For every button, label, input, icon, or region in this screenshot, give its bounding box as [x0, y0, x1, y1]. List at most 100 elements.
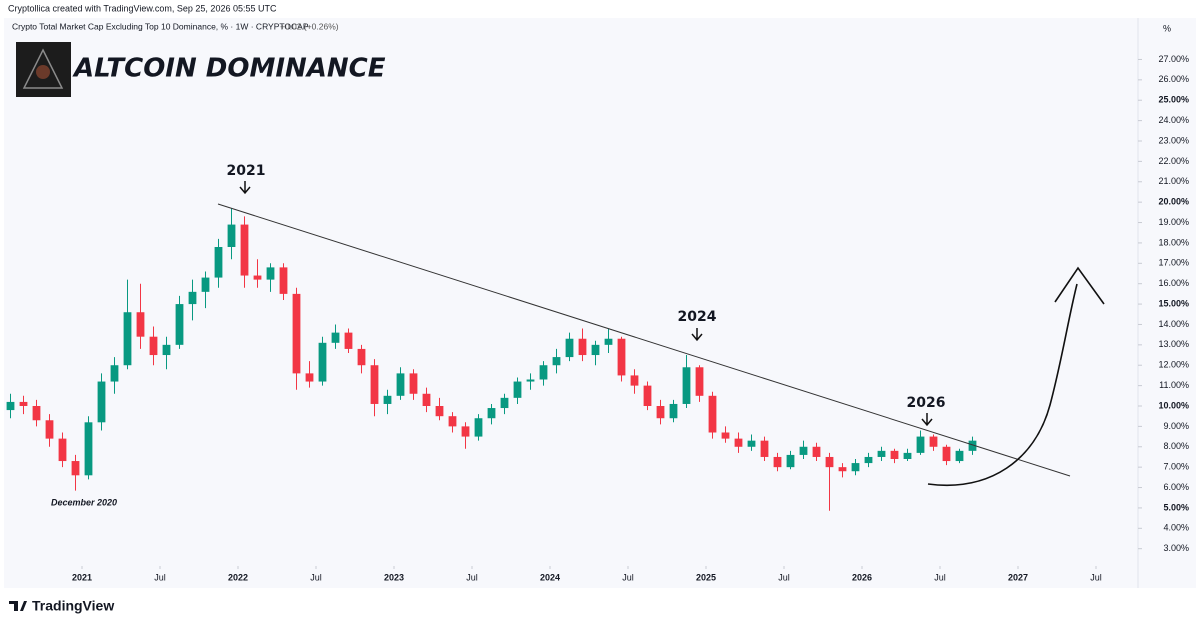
candle-body: [968, 440, 977, 451]
candle-body: [331, 332, 340, 343]
candle-body: [708, 395, 717, 433]
annotation: 2024: [678, 309, 717, 325]
candle-body: [448, 416, 457, 427]
candle-body: [6, 401, 15, 411]
forecast-curve: [927, 283, 1078, 486]
candle-body: [695, 367, 704, 396]
symbol-title: Crypto Total Market Cap Excluding Top 10…: [12, 21, 309, 31]
candle-body: [253, 275, 262, 280]
candle-body: [903, 452, 912, 459]
y-tick-label: 15.00%: [1158, 298, 1189, 308]
candle-body: [916, 436, 925, 453]
footer-logo: [9, 601, 27, 611]
x-tick-label: 2021: [72, 572, 92, 582]
candle-body: [864, 456, 873, 464]
candle-body: [591, 344, 600, 356]
y-tick-label: 21.00%: [1158, 176, 1189, 186]
candle-body: [71, 461, 80, 476]
trend-line: [217, 203, 1071, 477]
candle-body: [929, 436, 938, 447]
annotation-arrow: [921, 413, 933, 427]
x-tick-label: 2027: [1008, 572, 1028, 582]
candle-body: [409, 373, 418, 394]
y-tick-label: 12.00%: [1158, 360, 1189, 370]
candle-body: [422, 393, 431, 406]
y-tick-label: 27.00%: [1158, 54, 1189, 64]
y-tick-label: 19.00%: [1158, 217, 1189, 227]
y-tick-label: 8.00%: [1163, 441, 1189, 451]
candle-body: [773, 456, 782, 468]
candle-body: [643, 385, 652, 406]
candle-body: [240, 224, 249, 276]
y-tick-label: 7.00%: [1163, 462, 1189, 472]
candle-body: [201, 277, 210, 292]
y-tick-label: 10.00%: [1158, 400, 1189, 410]
candle-body: [552, 357, 561, 366]
forecast-arrowhead: [1054, 266, 1105, 305]
y-tick-label: 5.00%: [1163, 502, 1189, 512]
y-tick-label: 20.00%: [1158, 197, 1189, 207]
footer-brand: TradingView: [32, 598, 114, 614]
candle-body: [149, 336, 158, 356]
candle-body: [188, 291, 197, 305]
chart-pane: [4, 18, 1196, 588]
candle-body: [955, 450, 964, 462]
candle-body: [877, 450, 886, 457]
candle-body: [617, 338, 626, 376]
annotation: 2021: [227, 163, 266, 179]
candle-body: [123, 312, 132, 366]
candle-body: [825, 456, 834, 468]
annotation: December 2020: [51, 497, 117, 507]
x-tick-label: 2026: [852, 572, 872, 582]
candle-body: [513, 381, 522, 398]
y-tick-label: 14.00%: [1158, 319, 1189, 329]
candle-body: [799, 446, 808, 455]
candle-body: [396, 373, 405, 396]
x-tick-label: Jul: [310, 572, 322, 582]
logo-figure: [36, 65, 50, 79]
candle-body: [279, 267, 288, 294]
logo: [16, 42, 71, 97]
candle-body: [214, 247, 223, 278]
candle-body: [838, 467, 847, 472]
candle-body: [487, 408, 496, 419]
candle-body: [19, 401, 28, 406]
candle-body: [84, 422, 93, 476]
x-tick-label: Jul: [622, 572, 634, 582]
candle-body: [266, 267, 275, 280]
annotation: 2026: [907, 395, 946, 411]
candle-body: [565, 338, 574, 358]
x-tick-label: Jul: [934, 572, 946, 582]
logo-triangle: [22, 48, 64, 89]
annotation-arrow: [691, 328, 703, 342]
x-tick-label: 2024: [540, 572, 560, 582]
candle-body: [136, 312, 145, 337]
header-text: Cryptollica created with TradingView.com…: [8, 3, 277, 13]
candle-body: [175, 304, 184, 345]
candle-body: [812, 446, 821, 457]
candle-body: [318, 342, 327, 382]
x-tick-label: Jul: [1090, 572, 1102, 582]
candle-body: [474, 418, 483, 437]
x-tick-label: 2023: [384, 572, 404, 582]
candle-body: [747, 440, 756, 447]
candle-body: [539, 365, 548, 380]
candle-body: [344, 332, 353, 349]
x-tick-label: 2022: [228, 572, 248, 582]
candle-body: [760, 440, 769, 457]
y-tick-label: 25.00%: [1158, 95, 1189, 105]
candle-body: [45, 420, 54, 439]
candle-body: [786, 454, 795, 468]
x-tick-label: Jul: [466, 572, 478, 582]
y-tick-label: 22.00%: [1158, 156, 1189, 166]
candle-body: [110, 365, 119, 382]
candle-body: [942, 446, 951, 462]
annotation-arrow: [239, 181, 251, 195]
y-tick-label: 11.00%: [1159, 380, 1189, 390]
y-tick-label: 9.00%: [1163, 421, 1189, 431]
candle-body: [526, 379, 535, 382]
candle-body: [383, 395, 392, 404]
candle-body: [734, 438, 743, 447]
candle-body: [292, 293, 301, 374]
candle-body: [32, 406, 41, 421]
